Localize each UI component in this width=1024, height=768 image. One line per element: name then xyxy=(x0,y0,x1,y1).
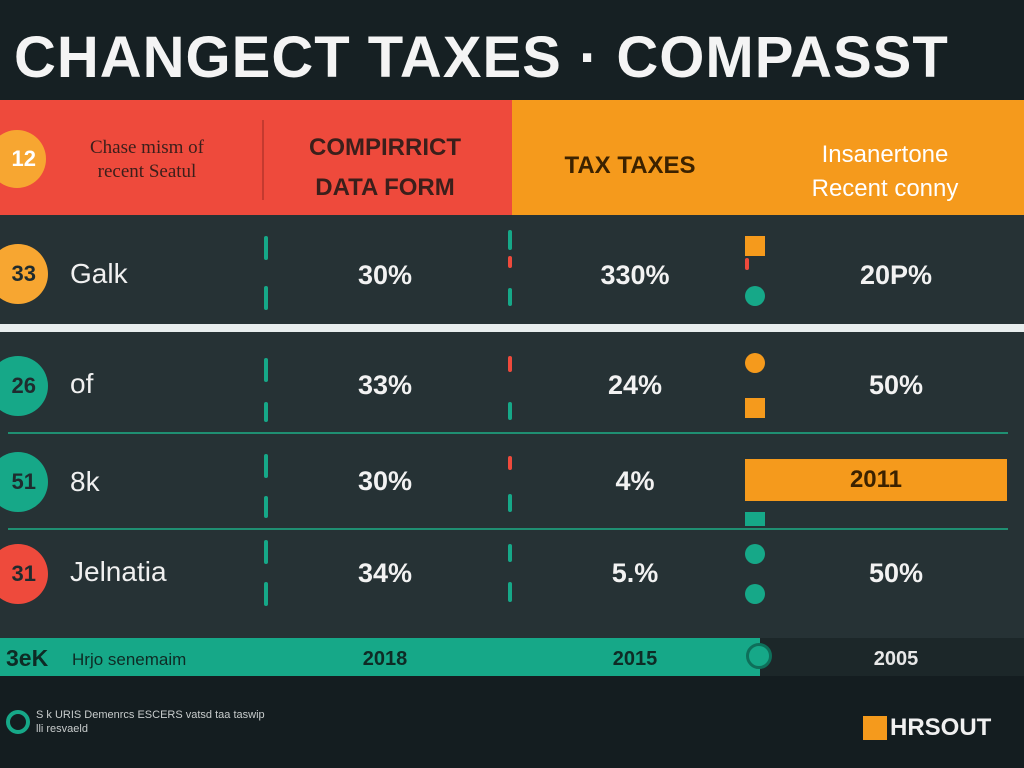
column-tick xyxy=(508,256,512,268)
column-tick xyxy=(508,356,512,372)
column-tick xyxy=(508,582,512,602)
row-separator-white xyxy=(0,324,1024,332)
column-tick xyxy=(264,236,268,260)
table-body xyxy=(0,215,1024,670)
table-cell: 50% xyxy=(868,558,924,588)
table-header: 12 Chase mism of recent Seatul COMPIRRIC… xyxy=(0,100,1024,215)
column-tick xyxy=(264,454,268,478)
row-separator-line xyxy=(8,432,1008,434)
row-label: 8k xyxy=(70,466,100,497)
marker-dot xyxy=(745,584,765,604)
ring-icon xyxy=(6,710,30,734)
row-separator-line xyxy=(8,528,1008,530)
column-tick xyxy=(508,456,512,470)
header-col3-line1: Insanertone xyxy=(821,141,949,168)
column-tick xyxy=(264,402,268,422)
header-col0: Chase mism of recent Seatul xyxy=(62,136,232,184)
page-title: CHANGECT TAXES · COMPASST xyxy=(14,25,949,90)
header-col2: TAX TAXES xyxy=(564,152,696,179)
highlight-bar: 2011 xyxy=(745,459,1007,501)
table-cell: 30% xyxy=(357,466,413,496)
column-tick xyxy=(508,402,512,420)
table-cell: 4% xyxy=(615,466,655,496)
footer-total: 3eK xyxy=(6,645,49,671)
header-col0-line1: Chase mism of xyxy=(90,137,204,158)
title-bar xyxy=(0,0,1024,100)
footer-year: 2018 xyxy=(362,648,408,670)
marker-dot xyxy=(745,353,765,373)
footer-band xyxy=(0,638,760,676)
header-col3: Insanertone Recent conny xyxy=(780,138,990,206)
table-cell: 20P% xyxy=(859,260,933,290)
footer-label: Hrjo senemaim xyxy=(72,650,187,669)
header-col1-line1: COMPIRRICT xyxy=(309,134,461,161)
table-cell: 33% xyxy=(357,370,413,400)
footer-year: 2005 xyxy=(873,648,919,670)
row-label: Jelnatia xyxy=(70,556,167,587)
brand-name: HRSOUT xyxy=(890,714,992,741)
footnote-line1: S k URIS Demenrcs ESCERS vatsd taa taswi… xyxy=(36,709,265,721)
footer-marker-dot xyxy=(746,643,772,669)
header-divider xyxy=(262,120,264,200)
brand-logo-icon xyxy=(863,716,887,740)
footer-band-dark xyxy=(760,638,1024,676)
header-col0-line2: recent Seatul xyxy=(97,161,197,182)
row-badge: 31 xyxy=(0,544,48,604)
table-cell: 5.% xyxy=(611,558,659,588)
table-cell: 24% xyxy=(607,370,663,400)
header-badge: 12 xyxy=(0,130,46,188)
footnote-line2: lli resvaeld xyxy=(36,723,88,735)
footer-year: 2015 xyxy=(612,648,658,670)
marker-square xyxy=(745,398,765,418)
column-tick xyxy=(508,544,512,562)
row-badge: 26 xyxy=(0,356,48,416)
table-cell: 330% xyxy=(600,260,670,290)
footnote: S k URIS Demenrcs ESCERS vatsd taa taswi… xyxy=(36,708,336,736)
column-tick xyxy=(508,494,512,512)
column-tick xyxy=(508,288,512,306)
header-red-block xyxy=(0,100,512,215)
header-col3-line2: Recent conny xyxy=(811,175,959,202)
bottom-bar xyxy=(0,676,1024,768)
table-cell: 34% xyxy=(357,558,413,588)
table-cell: 30% xyxy=(357,260,413,290)
marker-tick xyxy=(745,258,749,270)
column-tick xyxy=(264,582,268,606)
marker-dot xyxy=(745,544,765,564)
row-label: of xyxy=(70,368,94,399)
column-tick xyxy=(508,230,512,250)
column-tick xyxy=(264,358,268,382)
marker-square xyxy=(745,512,765,526)
marker-square xyxy=(745,236,765,256)
header-col1: COMPIRRICT DATA FORM xyxy=(285,128,485,208)
row-badge: 51 xyxy=(0,452,48,512)
header-col1-line2: DATA FORM xyxy=(315,174,455,201)
marker-dot xyxy=(745,286,765,306)
row-badge: 33 xyxy=(0,244,48,304)
column-tick xyxy=(264,496,268,518)
row-label: Galk xyxy=(70,258,128,289)
header-orange-block xyxy=(512,100,1024,215)
table-cell: 50% xyxy=(868,370,924,400)
column-tick xyxy=(264,286,268,310)
column-tick xyxy=(264,540,268,564)
